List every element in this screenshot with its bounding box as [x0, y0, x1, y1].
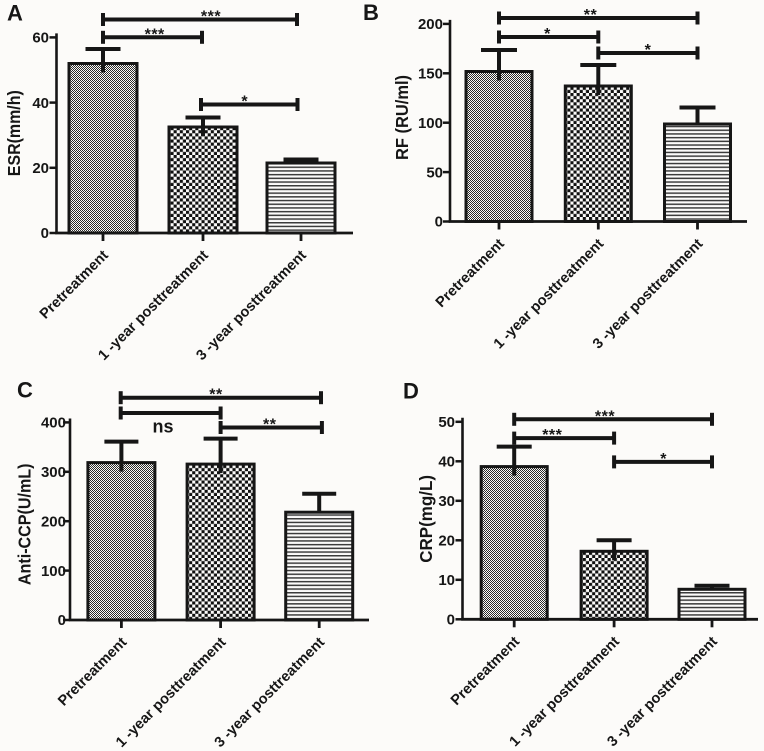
- svg-text:0: 0: [435, 214, 443, 231]
- svg-text:40: 40: [32, 95, 49, 112]
- svg-text:400: 400: [41, 415, 66, 432]
- svg-text:***: ***: [542, 427, 562, 444]
- svg-text:B: B: [363, 0, 379, 25]
- svg-text:**: **: [263, 417, 277, 434]
- svg-text:0: 0: [58, 612, 66, 629]
- svg-text:***: ***: [145, 26, 165, 43]
- svg-text:10: 10: [438, 572, 455, 589]
- svg-text:100: 100: [41, 563, 66, 580]
- svg-text:200: 200: [41, 513, 66, 530]
- svg-text:RF (RU/ml): RF (RU/ml): [392, 75, 412, 160]
- svg-text:***: ***: [595, 408, 615, 425]
- svg-text:C: C: [17, 378, 33, 403]
- svg-text:200: 200: [418, 16, 443, 33]
- svg-text:*: *: [544, 26, 551, 43]
- svg-text:20: 20: [438, 533, 455, 550]
- svg-text:A: A: [7, 1, 23, 26]
- svg-text:60: 60: [32, 30, 49, 47]
- svg-text:ns: ns: [152, 417, 173, 437]
- svg-text:0: 0: [41, 225, 49, 242]
- svg-text:100: 100: [418, 115, 443, 132]
- svg-text:150: 150: [418, 66, 443, 83]
- svg-text:ESR(mm/h): ESR(mm/h): [4, 90, 24, 176]
- svg-text:**: **: [584, 7, 598, 24]
- svg-text:***: ***: [201, 9, 221, 26]
- svg-text:300: 300: [41, 464, 66, 481]
- svg-text:*: *: [241, 94, 248, 111]
- svg-text:50: 50: [438, 414, 455, 431]
- svg-text:CRP(mg/L): CRP(mg/L): [416, 475, 436, 563]
- svg-text:Anti-CCP(U/mL): Anti-CCP(U/mL): [14, 464, 34, 586]
- svg-text:40: 40: [438, 454, 455, 471]
- svg-text:0: 0: [447, 612, 455, 629]
- svg-text:D: D: [403, 379, 419, 404]
- svg-text:*: *: [645, 42, 652, 59]
- svg-text:**: **: [209, 387, 223, 404]
- svg-text:*: *: [660, 451, 667, 468]
- svg-text:20: 20: [32, 160, 49, 177]
- svg-text:30: 30: [438, 493, 455, 510]
- svg-text:50: 50: [426, 164, 443, 181]
